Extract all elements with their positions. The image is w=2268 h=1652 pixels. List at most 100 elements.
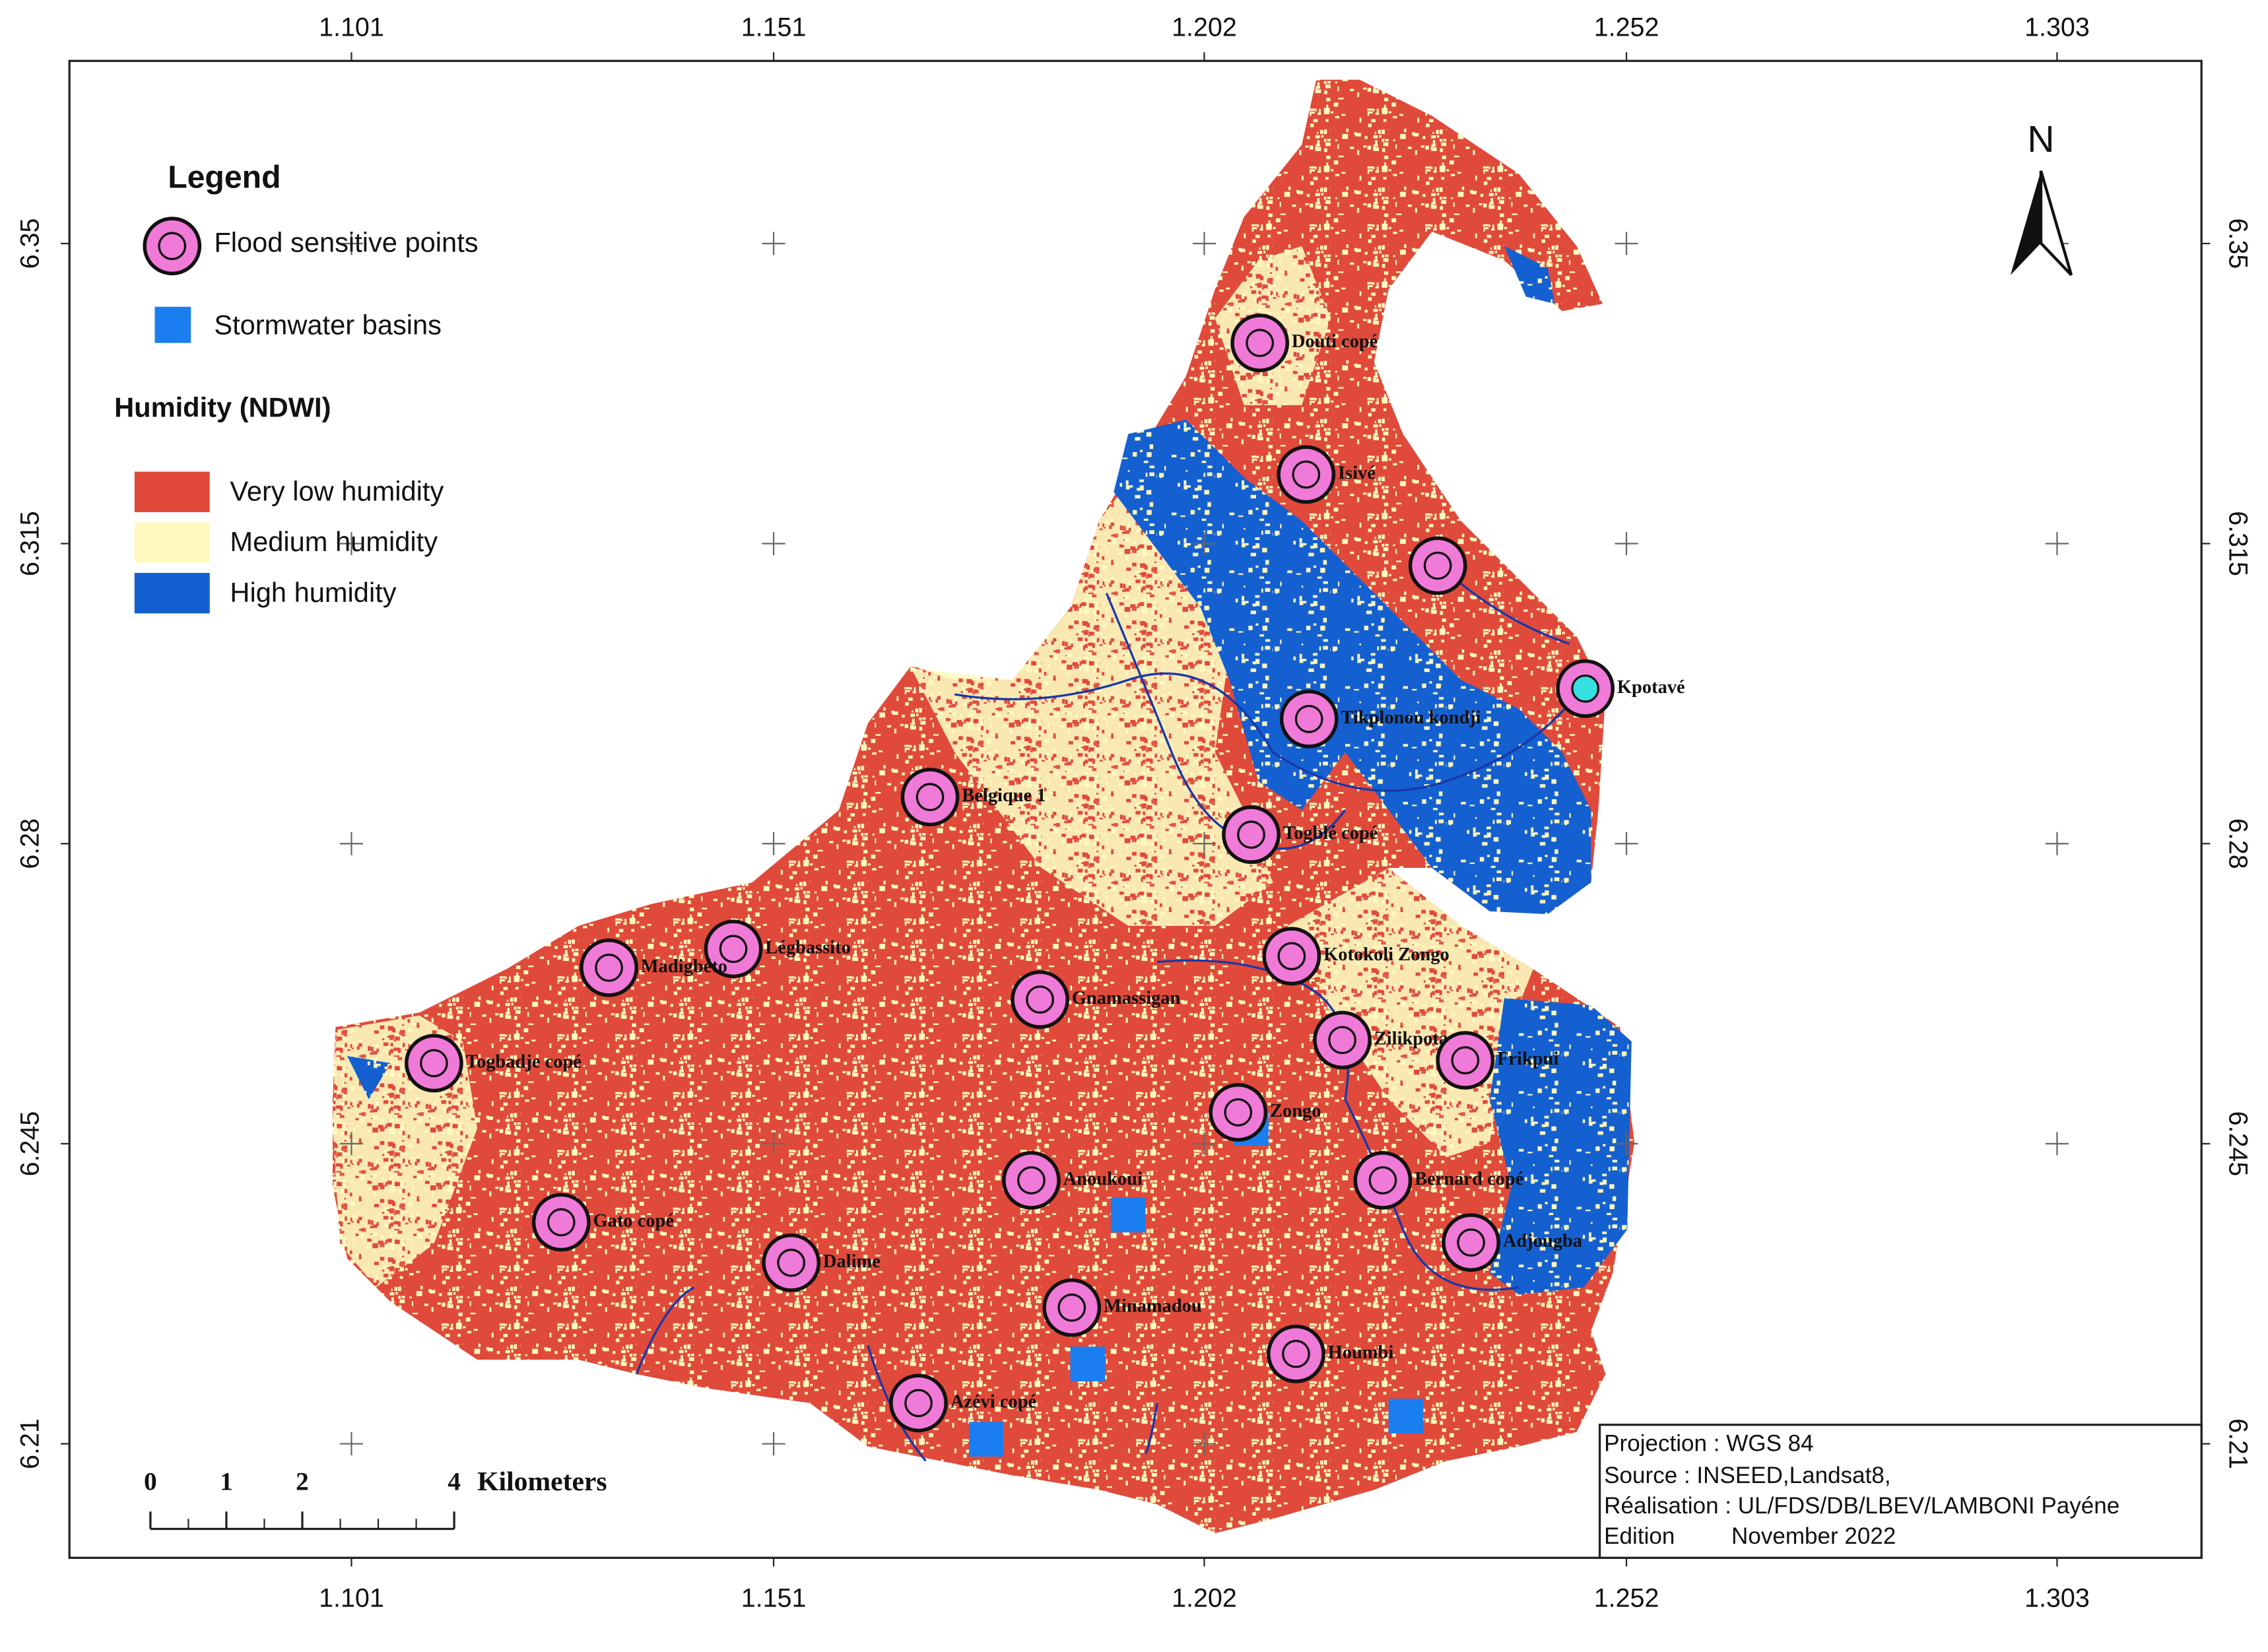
high-humidity-area	[1490, 998, 1632, 1295]
y-tick-label-left: 6.245	[16, 1111, 45, 1177]
flood-point-center	[595, 953, 623, 982]
grid-cross	[2045, 532, 2069, 556]
scale-bar-label: 4	[448, 1467, 461, 1496]
y-tick-label-left: 6.21	[16, 1418, 45, 1469]
x-tick-label-bottom: 1.101	[319, 1583, 384, 1612]
grid-cross	[339, 832, 363, 855]
point-label: Tikplonou kondji	[1341, 708, 1481, 728]
grid-cross	[1192, 1432, 1216, 1456]
y-tick-label-right: 6.28	[2223, 818, 2252, 869]
x-tick-label-bottom: 1.151	[741, 1583, 807, 1612]
north-label: N	[2027, 118, 2054, 160]
x-tick-label-top: 1.202	[1172, 13, 1237, 42]
legend-label: Flood sensitive points	[214, 227, 478, 258]
legend-label: Very low humidity	[230, 475, 444, 506]
legend-swatch	[134, 573, 210, 614]
flood-point-center	[1457, 1228, 1485, 1257]
grid-cross	[339, 532, 363, 556]
grid-cross	[762, 532, 785, 556]
grid-cross	[1615, 1132, 1638, 1156]
grid-cross	[2045, 1132, 2069, 1156]
flood-point-center	[1294, 704, 1323, 733]
flood-point-center	[1282, 1339, 1310, 1368]
legend-swatch	[154, 306, 191, 343]
high-humidity-area	[347, 1055, 391, 1100]
point-label: Azévi copé	[951, 1391, 1036, 1412]
info-box	[1598, 1424, 2203, 1559]
point-label: Kpotavé	[1617, 677, 1685, 698]
info-line: Réalisation : UL/FDS/DB/LBEV/LAMBONI Pay…	[1604, 1493, 2119, 1519]
scale-bar-label: 0	[144, 1467, 157, 1496]
legend-label: High humidity	[230, 577, 396, 608]
flood-point-center	[158, 232, 187, 261]
flood-point-center	[1246, 329, 1275, 357]
point-label: Zongo	[1270, 1101, 1321, 1121]
y-tick-label-right: 6.315	[2223, 511, 2252, 576]
legend-label: Medium humidity	[230, 526, 438, 557]
map-frame	[68, 59, 2203, 1559]
point-label: Minamadou	[1104, 1296, 1202, 1317]
grid-cross	[762, 1432, 785, 1456]
legend-label: Stormwater basins	[214, 309, 442, 340]
x-tick-label-top: 1.151	[741, 13, 807, 42]
point-label: Madigbéto	[641, 956, 727, 977]
info-line: November 2022	[1731, 1523, 1896, 1549]
x-tick-label-bottom: 1.303	[2024, 1583, 2090, 1612]
x-tick-label-bottom: 1.252	[1594, 1583, 1659, 1612]
grid-cross	[762, 1132, 785, 1156]
overlay: Douti copé Isivé Kpotavé Tikplonou kondji Be…	[339, 232, 2069, 1457]
high-humidity-area	[1504, 246, 1555, 304]
y-tick-label-left: 6.315	[16, 511, 45, 576]
flood-point-center	[1017, 1166, 1046, 1195]
info-line: Edition	[1604, 1523, 1675, 1549]
y-tick-label-right: 6.245	[2223, 1111, 2252, 1177]
grid-cross	[1615, 532, 1638, 556]
legend-swatch	[134, 471, 210, 512]
flood-point-center	[1057, 1293, 1086, 1322]
flood-point-center	[547, 1208, 576, 1237]
grid-cross	[1615, 832, 1638, 855]
flood-point-center	[1451, 1046, 1480, 1074]
x-tick-label-top: 1.252	[1594, 13, 1659, 42]
point-label: Légbassito	[765, 937, 851, 958]
flood-point-center	[1292, 460, 1321, 489]
info-line: Source : INSEED,Landsat8,	[1604, 1463, 1890, 1488]
grid-cross	[339, 232, 363, 255]
flood-point-center	[777, 1248, 806, 1277]
grid-cross	[762, 232, 785, 255]
point-label: Gnamassigan	[1072, 988, 1181, 1008]
grid-cross	[1192, 532, 1216, 556]
scale-bar-label: 2	[296, 1467, 309, 1496]
point-label: Houmbi	[1328, 1342, 1394, 1363]
grid-cross	[1615, 232, 1638, 255]
flood-point-center	[719, 935, 748, 964]
point-label: Gato copé	[593, 1210, 674, 1231]
y-tick-label-left: 6.28	[16, 818, 45, 869]
grid-cross	[1192, 232, 1216, 255]
scale-bar-label: 1	[220, 1467, 233, 1496]
x-tick-label-bottom: 1.202	[1172, 1583, 1237, 1612]
river	[1145, 1403, 1158, 1455]
grid-cross	[2045, 832, 2069, 855]
x-tick-label-top: 1.303	[2024, 13, 2090, 42]
point-label: Frikpui	[1497, 1049, 1558, 1069]
high-humidity-area	[1114, 419, 1591, 915]
flood-point-center	[1237, 820, 1265, 849]
info-line: Projection : WGS 84	[1604, 1431, 1814, 1457]
flood-point-center	[904, 1389, 933, 1418]
scale-bar-unit: Kilometers	[477, 1467, 607, 1497]
very-low-humidity-area	[333, 79, 1635, 1534]
point-label: Togblé copé	[1283, 823, 1378, 843]
point-label: Belgique 1	[962, 785, 1046, 806]
legend-title: Legend	[168, 160, 281, 195]
point-label: Kotokoli Zongo	[1323, 944, 1450, 965]
point-label: Dalime	[823, 1251, 881, 1272]
grid-cross	[1192, 1132, 1216, 1156]
river	[954, 672, 1578, 792]
river	[1156, 959, 1519, 1291]
legend-swatch	[134, 522, 210, 563]
point-label: Togbadje copé	[466, 1051, 582, 1072]
stormwater-basin	[969, 1422, 1004, 1457]
flood-point-center	[916, 783, 945, 812]
